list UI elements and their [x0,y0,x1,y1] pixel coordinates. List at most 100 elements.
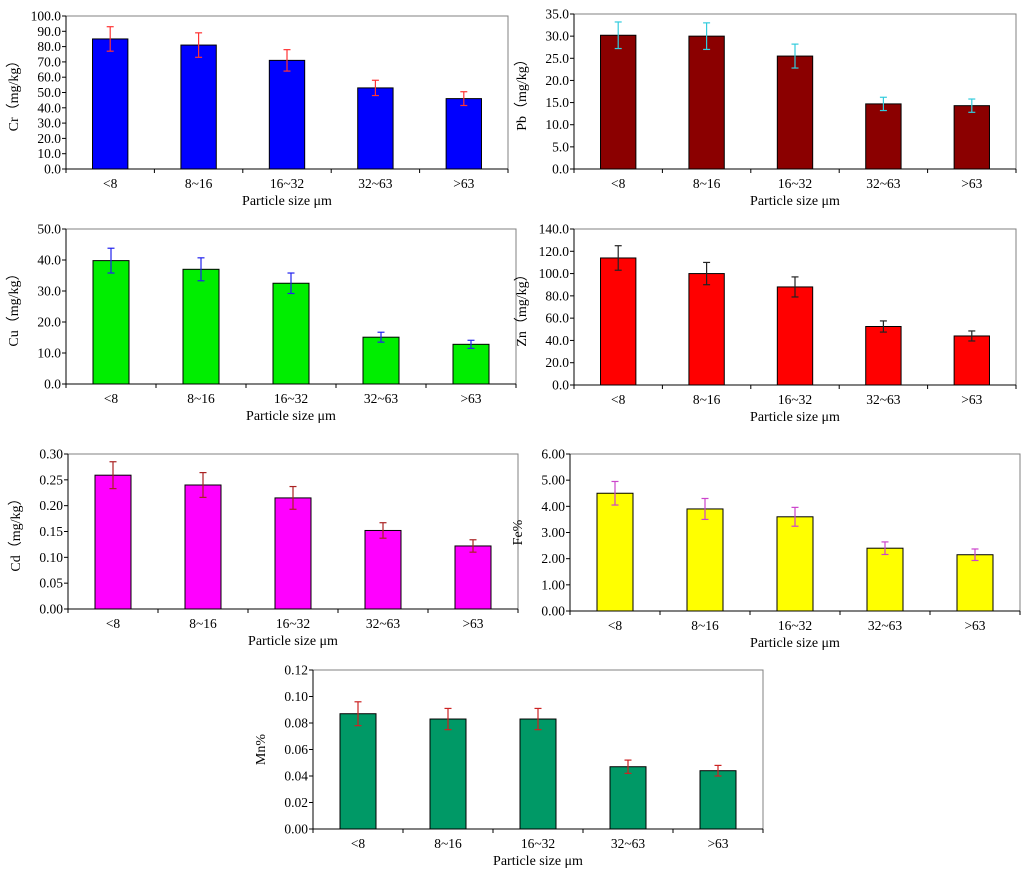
y-tick-label: 15.0 [545,95,569,110]
x-tick-label: 32~63 [866,392,901,407]
x-tick-label: >63 [961,392,982,407]
y-tick-label: 80.0 [37,39,61,54]
chart-mn: 0.00 0.02 0.04 0.06 0.08 0.10 0.12 <8 8~16 16~32 3… [254,663,764,869]
x-tick-label: 16~32 [276,616,310,631]
y-tick-label: 10.0 [37,146,61,161]
bar-cu-4 [452,343,490,385]
x-tick-label: 16~32 [778,618,812,633]
y-tick-label: 20.0 [545,73,569,88]
x-tick-label: 16~32 [270,176,304,191]
error-bar-zn-1 [703,261,711,286]
x-tick-label: <8 [351,836,366,851]
y-tick-label: 6.00 [541,447,565,462]
error-bar-pb-0 [614,21,622,50]
x-tick-label: >63 [964,618,985,633]
x-tick-label: 8~16 [693,392,721,407]
error-bar-cd-1 [199,472,207,498]
x-tick-label: <8 [611,176,626,191]
x-tick-label: 8~16 [693,176,721,191]
error-bar-cr-3 [371,79,379,97]
y-tick-label: 2.00 [541,551,565,566]
y-tick-label: 30.0 [545,29,569,44]
bar-cu-0 [92,260,130,385]
error-bar-cu-4 [467,339,475,349]
error-bar-cu-3 [377,331,385,343]
error-bar-fe-3 [881,541,889,556]
chart-cd: 0.00 0.05 0.10 0.15 0.20 0.25 0.30 <8 8~16 16~32 3… [8,447,519,649]
error-bar-cd-2 [289,485,297,510]
error-bar-zn-2 [791,276,799,298]
y-tick-label: 40.0 [37,100,61,115]
y-axis-title: Cu（mg/kg） [6,266,22,346]
y-tick-label: 4.00 [541,499,565,514]
bar-cu-2 [272,282,310,385]
x-tick-label: 32~63 [868,618,903,633]
y-tick-label: 20.0 [37,131,61,146]
bar-pb-4 [953,105,990,170]
chart-cu: 0.0 10.0 20.0 30.0 40.0 50.0 <8 8~16 16~32 32~63 >… [6,222,517,424]
x-tick-label: 32~63 [366,616,401,631]
bar-mn-0 [339,713,377,830]
bar-cd-2 [274,497,312,610]
x-axis-title: Particle size μm [750,410,840,425]
y-axis-title: Zn（mg/kg） [514,267,530,346]
bar-mn-4 [699,770,737,830]
bar-cr-1 [180,44,217,170]
y-tick-label: 140.0 [539,222,570,237]
error-bar-mn-4 [714,764,722,777]
x-tick-label: <8 [103,176,118,191]
x-tick-label: 8~16 [189,616,217,631]
y-tick-label: 0.02 [284,795,308,810]
bar-cd-3 [364,529,402,610]
x-axis-title: Particle size μm [242,194,332,209]
bar-cr-3 [357,87,394,170]
x-axis-title: Particle size μm [750,194,840,209]
y-axis-title: Cr（mg/kg） [6,54,22,132]
y-tick-label: 80.0 [545,288,569,303]
x-tick-label: 8~16 [185,176,213,191]
error-bar-fe-2 [791,506,799,527]
bar-cd-4 [454,545,492,610]
x-tick-label: >63 [453,176,474,191]
bar-fe-1 [686,508,724,612]
x-tick-label: 8~16 [691,618,719,633]
y-axis-title: Mn% [254,734,269,765]
error-bar-zn-4 [968,330,976,342]
y-tick-label: 25.0 [545,51,569,66]
y-tick-label: 50.0 [37,222,61,237]
bar-fe-3 [866,547,904,612]
x-tick-label: 32~63 [358,176,393,191]
y-tick-label: 0.0 [44,162,61,177]
error-bar-mn-3 [624,759,632,774]
error-bar-cr-2 [283,49,291,72]
y-tick-label: 50.0 [37,85,61,100]
x-axis-title: Particle size μm [493,854,583,869]
bar-zn-3 [865,326,902,386]
y-tick-label: 0.30 [39,447,63,462]
y-tick-label: 0.00 [39,602,63,617]
y-tick-label: 100.0 [539,266,570,281]
error-bar-cu-2 [287,272,295,295]
bar-mn-1 [429,718,467,830]
x-tick-label: 8~16 [434,836,462,851]
x-tick-label: <8 [608,618,623,633]
error-bar-pb-4 [968,98,976,113]
bar-cr-2 [268,59,306,170]
y-tick-label: 120.0 [539,244,570,259]
chart-cr: 0.010.020.030.040.050.060.070.080.090.01… [6,9,509,209]
y-axis-title: Cd（mg/kg） [8,491,24,571]
y-tick-label: 0.08 [284,716,308,731]
y-tick-label: 60.0 [545,311,569,326]
bar-pb-0 [600,34,637,170]
y-tick-label: 0.10 [284,689,308,704]
bar-fe-2 [776,516,814,612]
y-tick-label: 5.0 [552,139,569,154]
x-tick-label: 32~63 [364,391,399,406]
y-tick-label: 0.00 [541,604,565,619]
x-tick-label: 16~32 [274,391,308,406]
error-bar-pb-2 [791,43,799,69]
chart-pb: 0.0 5.0 10.0 15.0 20.0 25.0 30.0 35.0 <8 8~16 16~3… [514,7,1017,209]
error-bar-cu-0 [107,247,115,274]
error-bar-pb-3 [879,96,887,112]
